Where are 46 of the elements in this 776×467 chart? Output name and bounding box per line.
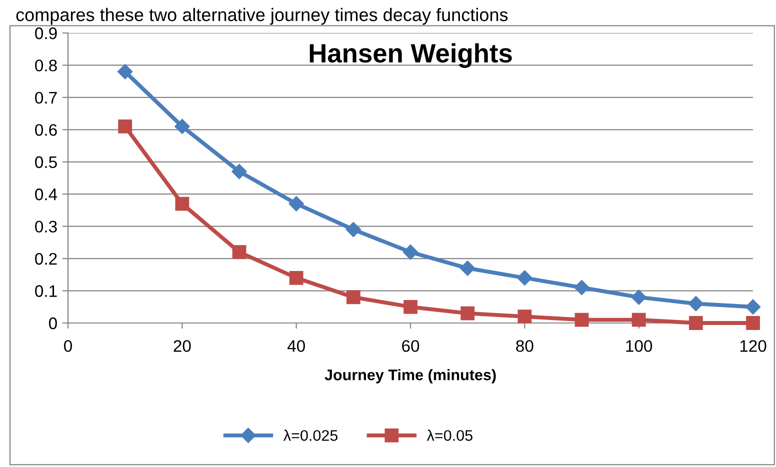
y-tick-label: 0.6 xyxy=(35,124,57,136)
x-tick-label: 0 xyxy=(64,340,72,352)
y-tick-label: 0.2 xyxy=(35,252,57,265)
y-tick-label: 0.9 xyxy=(35,27,57,40)
point xyxy=(631,290,646,305)
point xyxy=(745,299,761,314)
point xyxy=(518,310,532,324)
text: compares these two alternative journey times decay functions xyxy=(16,8,508,25)
point xyxy=(402,244,418,260)
y-tick-label: 0.8 xyxy=(35,60,57,72)
point xyxy=(517,270,532,286)
y-tick-label: 0.4 xyxy=(35,188,58,200)
y-tick-label: 0 xyxy=(48,317,57,330)
point xyxy=(746,316,760,330)
legend-label: λ=0.05 xyxy=(426,430,472,441)
x-tick-label: 20 xyxy=(174,340,191,352)
point xyxy=(632,312,646,327)
point xyxy=(118,120,132,134)
x-tick-label: 80 xyxy=(516,340,534,352)
point xyxy=(346,222,361,238)
y-tick-label: 0.1 xyxy=(35,285,57,297)
y-tick-label: 0.3 xyxy=(35,220,57,233)
point xyxy=(460,260,476,276)
x-tick-label: 100 xyxy=(626,340,652,352)
point xyxy=(232,164,247,180)
point xyxy=(288,196,304,212)
point xyxy=(688,296,704,312)
x-tick-label: 60 xyxy=(402,340,420,352)
point xyxy=(118,64,133,80)
point xyxy=(289,270,304,285)
point xyxy=(174,118,190,134)
point xyxy=(175,196,190,211)
x-tick-label: 120 xyxy=(740,340,766,352)
point xyxy=(574,280,590,296)
point xyxy=(404,300,418,314)
x-axis-title: Journey Time (minutes) xyxy=(324,369,496,384)
y-tick-label: 0.7 xyxy=(35,92,57,104)
point xyxy=(232,245,246,260)
x-tick-label: 40 xyxy=(287,340,305,352)
legend-label: λ=0.025 xyxy=(283,430,338,441)
point xyxy=(688,316,703,330)
chart-title: Hansen Weights xyxy=(310,43,512,68)
point xyxy=(460,306,475,320)
point xyxy=(574,312,589,327)
point xyxy=(346,290,360,304)
y-tick-label: 0.5 xyxy=(35,156,57,168)
